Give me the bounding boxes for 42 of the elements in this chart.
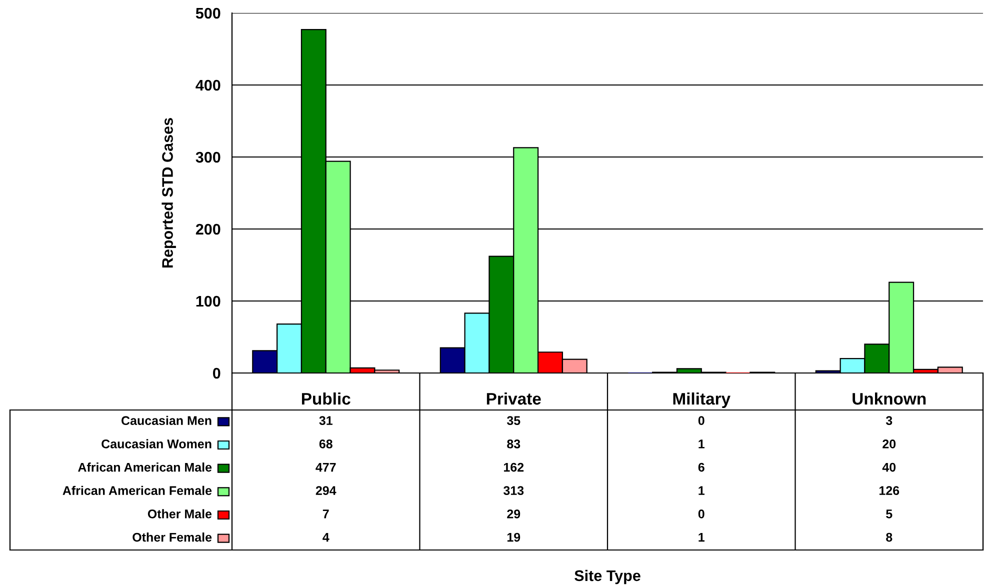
data-label: 7 <box>322 510 329 518</box>
data-label: 477 <box>316 462 336 472</box>
data-label: 162 <box>504 462 524 472</box>
legend-label: Caucasian Women <box>102 439 212 448</box>
x-tick-label: Military <box>673 392 730 408</box>
y-tick-label: 300 <box>196 152 220 163</box>
legend-label: Caucasian Men <box>122 416 212 426</box>
x-tick-label: Public <box>302 392 350 405</box>
data-label: 68 <box>319 440 332 448</box>
y-tick-label: 0 <box>212 368 220 379</box>
data-label: 1 <box>698 532 705 542</box>
legend-label: Other Female <box>132 532 212 542</box>
data-label: 294 <box>316 486 336 496</box>
legend-label: African American Female <box>62 486 212 496</box>
data-label: 3 <box>886 416 892 426</box>
data-label: 1 <box>698 440 705 448</box>
data-label: 0 <box>698 416 704 426</box>
data-label: 6 <box>698 462 704 472</box>
data-label: 19 <box>507 532 520 542</box>
y-axis-title: Reported STD Cases <box>162 118 176 268</box>
data-label: 1 <box>698 486 705 495</box>
legend-label: African American Male <box>78 462 212 472</box>
data-label: 83 <box>507 440 520 448</box>
data-label: 31 <box>319 416 332 426</box>
data-label: 313 <box>503 486 524 496</box>
text: Site Type <box>574 570 640 584</box>
x-tick-label: Unknown <box>852 392 926 405</box>
y-tick-label: 500 <box>196 8 220 19</box>
data-label: 29 <box>507 510 520 518</box>
data-label: 20 <box>882 440 896 448</box>
data-label: 4 <box>322 532 330 542</box>
x-tick-label: Private <box>486 392 541 405</box>
data-label: 126 <box>879 486 900 496</box>
data-label: 8 <box>886 532 892 542</box>
data-label: 40 <box>882 462 896 472</box>
y-tick-label: 100 <box>196 296 220 307</box>
data-label: 0 <box>698 510 704 518</box>
y-tick-label: 400 <box>196 80 220 91</box>
data-label: 5 <box>886 510 892 518</box>
y-tick-label: 200 <box>196 224 220 235</box>
data-label: 35 <box>506 416 520 426</box>
legend-label: Other Male <box>148 509 212 518</box>
